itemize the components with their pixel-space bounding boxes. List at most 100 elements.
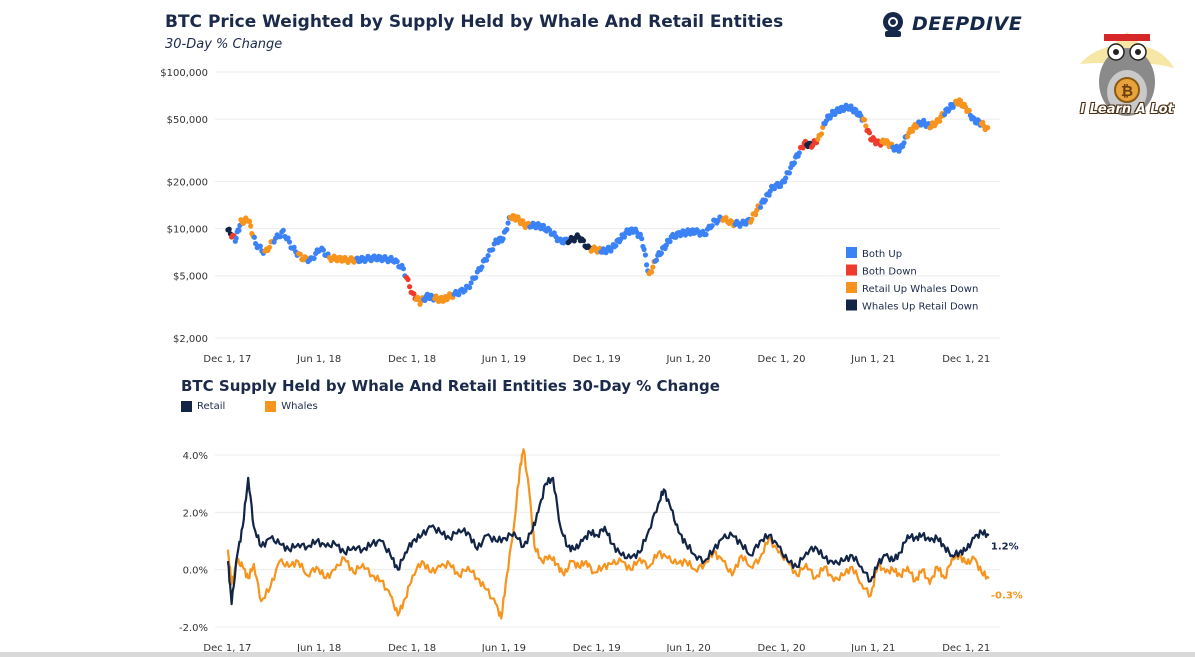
price-point: [639, 236, 645, 242]
x-tick-label: Jun 1, 19: [481, 354, 526, 365]
supply-chart-legend: Retail Whales: [181, 401, 318, 412]
price-point: [504, 226, 510, 233]
legend-item-whales: Whales: [265, 401, 318, 412]
price-point: [723, 215, 729, 221]
price-point: [766, 192, 772, 198]
legend-swatch-both-up: [846, 247, 857, 258]
price-point: [800, 145, 806, 151]
price-point: [468, 280, 474, 286]
price-point: [853, 107, 859, 113]
price-point: [226, 226, 232, 232]
brand-name: DEEPDIVE: [912, 13, 1023, 35]
y-tick-label: 4.0%: [183, 451, 208, 462]
price-point: [777, 183, 784, 189]
price-point: [762, 197, 769, 203]
price-point: [405, 276, 411, 283]
series-line-retail: [226, 476, 990, 606]
price-point: [962, 104, 969, 110]
x-tick-label: Dec 1, 19: [573, 643, 621, 654]
legend-swatch-whales: [265, 401, 277, 412]
y-tick-label: $20,000: [167, 177, 208, 188]
price-point: [667, 238, 673, 245]
price-point: [653, 257, 660, 263]
price-point: [786, 170, 793, 176]
x-tick-label: Jun 1, 21: [850, 643, 895, 654]
legend-label-whales-up-retail-down: Whales Up Retail Down: [862, 302, 978, 313]
supply-chart-title: BTC Supply Held by Whale And Retail Enti…: [181, 377, 720, 395]
price-point: [479, 264, 485, 270]
x-tick-label: Dec 1, 20: [758, 354, 806, 365]
price-point: [910, 128, 916, 134]
price-point: [942, 111, 948, 118]
y-tick-label: $2,000: [173, 334, 208, 345]
price-point: [246, 218, 253, 224]
legend-swatch-whales-up-retail-down: [846, 299, 857, 311]
price-point: [648, 269, 655, 275]
price-point: [637, 231, 644, 237]
price-point: [251, 234, 257, 240]
price-point: [490, 247, 496, 253]
bottom-scrollbar[interactable]: [0, 652, 1195, 657]
legend-label-both-down: Both Down: [862, 267, 917, 278]
x-tick-label: Dec 1, 21: [942, 354, 990, 365]
price-point: [233, 235, 239, 241]
x-tick-label: Dec 1, 21: [942, 643, 990, 654]
price-point: [848, 103, 854, 109]
svg-text:₿: ₿: [1121, 82, 1133, 100]
price-point: [703, 231, 709, 238]
price-point: [485, 253, 491, 259]
price-point: [743, 221, 749, 227]
legend-label-retail-up-whales-down: Retail Up Whales Down: [862, 284, 978, 295]
legend-label-whales: Whales: [281, 401, 318, 412]
x-tick-label: Dec 1, 17: [203, 643, 251, 654]
price-point: [394, 258, 400, 265]
deepdive-logo: DEEPDIVE: [880, 10, 1022, 38]
x-tick-label: Jun 1, 19: [481, 643, 526, 654]
price-point: [823, 118, 830, 124]
price-point: [311, 255, 317, 261]
price-point: [580, 238, 587, 244]
price-point: [644, 262, 650, 268]
price-point: [863, 123, 869, 129]
legend-swatch-retail: [181, 401, 192, 412]
price-point: [285, 235, 291, 241]
price-point: [297, 251, 303, 257]
legend-swatch-both-down: [846, 264, 857, 276]
mascot-caption: I Learn A Lot: [1080, 102, 1174, 117]
x-tick-label: Dec 1, 19: [573, 354, 621, 365]
y-tick-label: $50,000: [167, 115, 208, 126]
x-tick-label: Dec 1, 18: [388, 354, 436, 365]
x-tick-label: Dec 1, 18: [388, 643, 436, 654]
price-point: [937, 118, 943, 124]
price-point: [462, 287, 468, 294]
y-tick-label: $10,000: [167, 225, 208, 236]
x-tick-label: Jun 1, 21: [850, 354, 895, 365]
price-point: [467, 284, 473, 291]
price-point: [658, 250, 665, 256]
diver-helmet-icon: [883, 12, 903, 37]
price-point: [796, 150, 802, 156]
price-point: [456, 292, 462, 298]
mascot-owl-image: ₿: [1080, 32, 1174, 116]
price-point: [248, 223, 254, 229]
price-point: [673, 234, 679, 240]
price-point: [286, 239, 293, 245]
price-point: [650, 264, 656, 270]
price-point: [958, 98, 964, 104]
price-point: [966, 107, 972, 114]
y-tick-label: 2.0%: [183, 508, 208, 519]
x-tick-label: Dec 1, 17: [203, 354, 251, 365]
price-point: [400, 266, 406, 272]
y-tick-label: $5,000: [173, 272, 208, 283]
price-point: [277, 234, 283, 240]
price-point: [257, 243, 263, 249]
legend-swatch-retail-up-whales-down: [846, 282, 857, 293]
price-point: [473, 275, 479, 281]
price-point: [783, 175, 789, 181]
price-point: [280, 227, 286, 233]
price-scatter-chart: $2,000 $5,000 $10,000 $20,000 $50,000 $100,00…: [160, 68, 1000, 365]
price-point: [810, 142, 816, 148]
price-point: [540, 222, 547, 229]
price-point: [749, 216, 755, 222]
